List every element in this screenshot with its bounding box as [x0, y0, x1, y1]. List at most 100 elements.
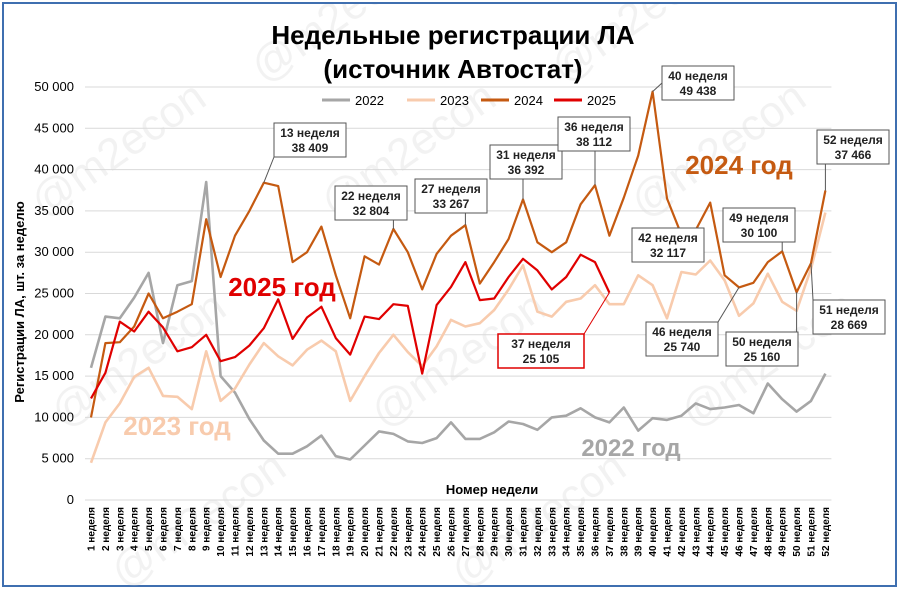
x-tick-label: 17 неделя	[317, 507, 328, 557]
x-tick-label: 51 неделя	[807, 507, 818, 557]
x-tick-label: 35 неделя	[576, 507, 587, 557]
callout-week: 46 неделя	[652, 325, 712, 339]
y-axis-ticks: 0 5 000 10 000 15 000 20 000 25 000 30 000 35 0…	[34, 79, 74, 507]
callout-value: 37 466	[835, 148, 872, 162]
x-tick-label: 44 неделя	[706, 507, 717, 557]
callout-value: 30 100	[741, 226, 778, 240]
callout-leader	[263, 156, 275, 183]
callout-box	[631, 227, 705, 263]
callout-value: 38 112	[576, 135, 612, 149]
y-tick-label: 25 000	[34, 286, 74, 301]
x-tick-label: 24 неделя	[418, 507, 429, 557]
x-tick-label: 12 неделя	[245, 507, 256, 557]
x-tick-label: 45 неделя	[720, 507, 731, 557]
x-tick-label: 34 неделя	[562, 507, 573, 557]
callout-box	[489, 144, 563, 180]
callout-leader	[583, 292, 610, 335]
series-line-2025	[90, 253, 611, 399]
year-label: 2022 год	[581, 435, 680, 462]
callout-leader	[810, 263, 814, 301]
year-label: 2023 год	[123, 411, 231, 441]
x-tick-label: 20 неделя	[360, 507, 371, 557]
x-tick-label: 18 неделя	[331, 507, 342, 557]
callout-week: 50 неделя	[732, 335, 792, 349]
x-tick-label: 8 неделя	[187, 507, 198, 551]
y-tick-label: 10 000	[34, 409, 74, 424]
legend: 2022 2023 2024 2025	[322, 93, 616, 108]
series-line-2024	[89, 90, 827, 418]
y-tick-label: 50 000	[34, 79, 74, 94]
callout-value: 49 438	[680, 84, 717, 98]
year-labels-layer: 2024 год 2025 год 2023 год 2022 год	[123, 150, 793, 462]
x-tick-label: 6 неделя	[159, 507, 170, 551]
x-tick-label: 5 неделя	[144, 507, 155, 551]
callout-value: 32 804	[353, 204, 390, 218]
x-tick-label: 47 неделя	[749, 507, 760, 557]
callout-box	[725, 331, 799, 367]
callout-value: 32 117	[650, 246, 686, 260]
callout-box	[414, 178, 488, 214]
x-tick-label: 50 неделя	[792, 507, 803, 557]
x-tick-label: 31 неделя	[519, 507, 530, 557]
x-tick-label: 43 неделя	[691, 507, 702, 557]
callout-box	[812, 299, 886, 335]
x-tick-label: 10 неделя	[216, 507, 227, 557]
x-tick-label: 38 неделя	[619, 507, 630, 557]
y-tick-label: 45 000	[34, 120, 74, 135]
x-tick-label: 32 неделя	[533, 507, 544, 557]
callout-value: 28 669	[831, 318, 868, 332]
callout-box	[557, 116, 631, 152]
x-tick-label: 28 неделя	[475, 507, 486, 557]
x-tick-label: 42 неделя	[677, 507, 688, 557]
callout-box	[661, 65, 735, 101]
legend-label-2025: 2025	[587, 93, 616, 108]
x-tick-label: 25 неделя	[432, 507, 443, 557]
chart-title-line1: Недельные регистрации ЛА	[271, 20, 634, 50]
x-tick-label: 41 неделя	[663, 507, 674, 557]
x-tick-label: 49 неделя	[778, 507, 789, 557]
year-label: 2024 год	[685, 150, 793, 180]
x-tick-label: 13 неделя	[259, 507, 270, 557]
x-tick-label: 9 неделя	[202, 507, 213, 551]
callout-week: 51 неделя	[819, 303, 879, 317]
callout-week: 42 неделя	[638, 231, 698, 245]
x-tick-label: 11 неделя	[231, 507, 242, 556]
x-tick-label: 48 неделя	[763, 507, 774, 557]
x-tick-label: 4 неделя	[130, 507, 141, 551]
callout-box	[722, 207, 796, 243]
legend-label-2024: 2024	[514, 93, 543, 108]
callout-box	[334, 185, 408, 221]
callout-week: 49 неделя	[729, 211, 789, 225]
callout-week: 52 неделя	[823, 133, 883, 147]
callout-week: 40 неделя	[668, 69, 728, 83]
y-axis-label: Регистрации ЛА, шт. за неделю	[12, 201, 27, 402]
callout-week: 31 неделя	[496, 148, 556, 162]
x-tick-label: 1 неделя	[87, 507, 98, 551]
series-layer	[89, 90, 827, 464]
x-tick-label: 16 неделя	[303, 507, 314, 557]
legend-label-2022: 2022	[355, 93, 384, 108]
callout-week: 36 неделя	[564, 120, 624, 134]
legend-label-2023: 2023	[440, 93, 469, 108]
callout-value: 36 392	[508, 163, 545, 177]
y-tick-label: 35 000	[34, 203, 74, 218]
callout-value: 25 105	[523, 352, 560, 366]
x-axis-label: Номер недели	[446, 482, 538, 497]
callout-value: 33 267	[433, 197, 470, 211]
callout-week: 13 неделя	[280, 126, 340, 140]
x-tick-label: 52 неделя	[821, 507, 832, 557]
chart-title-line2: (источник Автостат)	[323, 54, 582, 84]
y-tick-label: 20 000	[34, 327, 74, 342]
callout-leader	[652, 82, 663, 93]
y-tick-label: 15 000	[34, 368, 74, 383]
x-axis-ticks: 1 неделя 2 неделя 3 неделя 4 неделя 5 неделя…	[87, 507, 832, 557]
callout-box	[497, 333, 585, 369]
callout-leader	[717, 287, 740, 323]
x-tick-label: 40 неделя	[648, 507, 659, 557]
x-tick-label: 23 неделя	[403, 507, 414, 557]
x-tick-label: 22 неделя	[389, 507, 400, 557]
line-chart: @m2econ @m2econ @m2econ@m2econ @m2econ@m2ec…	[12, 4, 890, 589]
y-tick-label: 40 000	[34, 162, 74, 177]
x-tick-label: 39 неделя	[634, 507, 645, 557]
